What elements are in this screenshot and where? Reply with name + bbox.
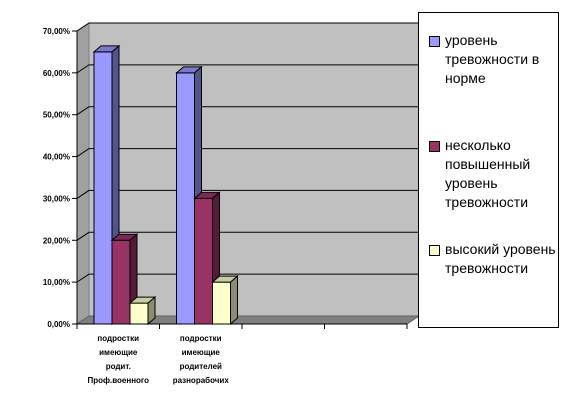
gridline — [76, 148, 419, 157]
bar-front — [111, 239, 131, 325]
bar-front — [176, 72, 195, 325]
gridlines — [76, 22, 419, 283]
x-tick-label-line: родит. — [106, 362, 131, 371]
legend: уровень тревожности в норме несколько по… — [418, 12, 559, 328]
y-tick-labels: 0,00% 10,00% 20,00% 30,00% 40,00% 50,00% 60,00… — [43, 27, 70, 329]
gridline — [76, 231, 419, 241]
x-tick-label-line: Проф.военного — [87, 376, 149, 385]
legend-swatch-elevated — [429, 141, 440, 152]
gridline — [76, 273, 419, 283]
gridline — [76, 64, 419, 74]
bar-front — [194, 197, 213, 325]
legend-swatch-normal — [429, 36, 440, 47]
bar-front — [93, 51, 113, 325]
x-tick-labels: подростки имеющие родит. Проф.военногоподро… — [87, 334, 230, 385]
bar-side — [230, 275, 238, 326]
x-tick-label-line: подростки — [180, 334, 222, 343]
back-wall — [88, 22, 420, 317]
chart-wall — [75, 22, 421, 325]
y-tick-label: 50,00% — [43, 111, 70, 120]
x-tick-label: подростки имеющие родит. Проф.военного — [87, 334, 149, 385]
bar-side — [147, 295, 156, 326]
x-tick-label-line: подростки — [97, 334, 139, 343]
bar — [128, 295, 157, 326]
gridline — [76, 106, 419, 116]
x-tick-label-line: родителей — [180, 362, 222, 371]
y-tick-label: 10,00% — [43, 278, 70, 287]
legend-label-high: высокий уровень тревожности — [445, 241, 556, 276]
gridline — [76, 22, 419, 32]
y-tick-label: 40,00% — [43, 153, 70, 162]
x-tick-label-line: разнорабочих — [173, 376, 230, 385]
side-wall — [76, 22, 90, 325]
y-tick-label: 30,00% — [43, 194, 70, 203]
bars — [92, 44, 239, 326]
bar — [211, 275, 239, 326]
y-tick-label: 20,00% — [43, 236, 70, 245]
x-tick-label: подростки имеющие родителей разнорабочих — [173, 334, 230, 385]
legend-label-normal: уровень тревожности в норме — [445, 32, 540, 86]
y-tick-label: 70,00% — [43, 27, 70, 36]
legend-swatch-high — [429, 245, 440, 256]
gridline — [76, 189, 419, 199]
legend-label-elevated: несколько повышенный уровень тревожности — [445, 137, 531, 210]
y-tick-label: 0,00% — [47, 320, 70, 329]
bar-front — [212, 281, 231, 325]
x-tick-label-line: имеющие — [182, 348, 221, 357]
x-tick-label-line: имеющие — [99, 348, 138, 357]
bar-front — [129, 302, 149, 325]
y-tick-label: 60,00% — [43, 69, 70, 78]
